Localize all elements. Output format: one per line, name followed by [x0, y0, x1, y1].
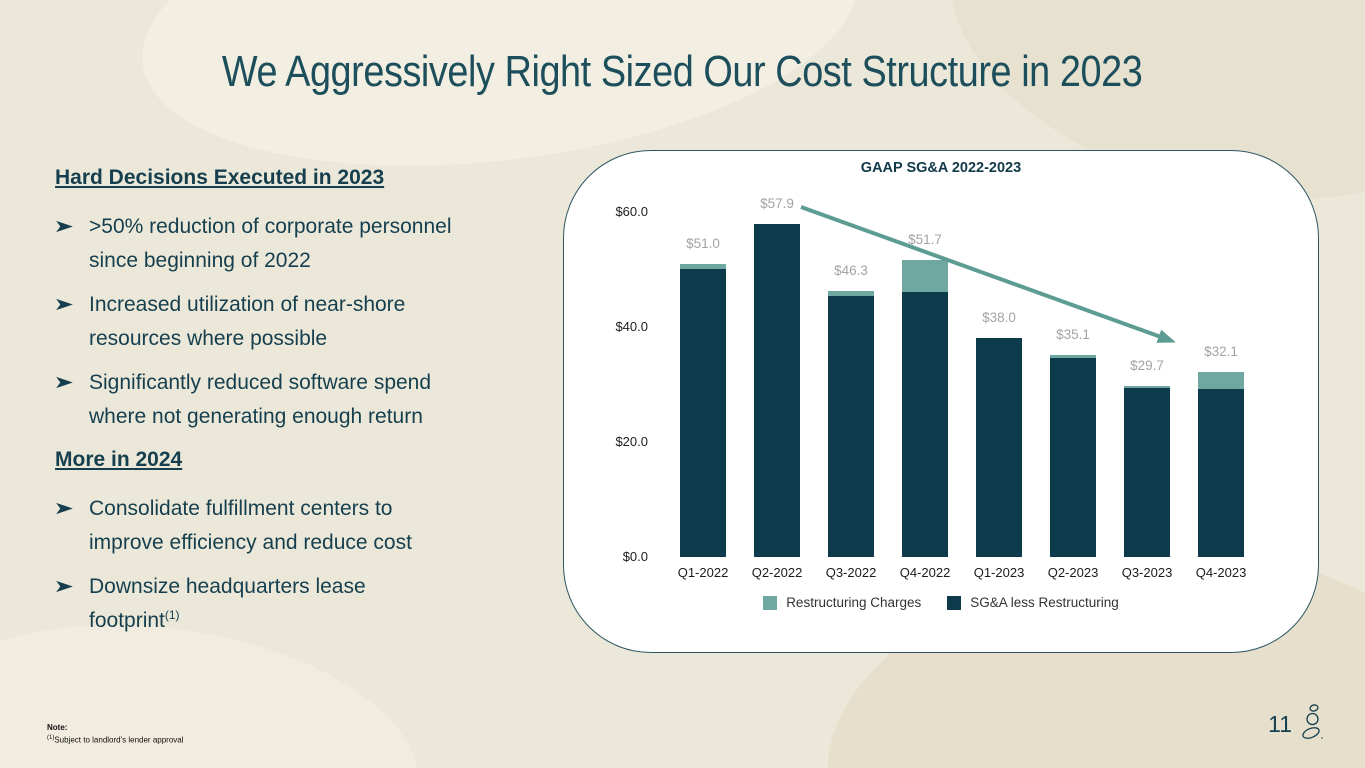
legend-label: SG&A less Restructuring [970, 595, 1119, 610]
bullet-item: Consolidate fulfillment centers to improv… [55, 492, 523, 560]
x-axis-tick-label: Q4-2023 [1195, 565, 1247, 580]
footnote-text: (1)Subject to landlord's lender approval [47, 735, 184, 745]
bar-Q1-2023 [976, 338, 1022, 557]
page-number: 11 [1268, 710, 1292, 737]
legend-entry: SG&A less Restructuring [947, 595, 1119, 610]
bullet-text: Consolidate fulfillment centers to improv… [89, 492, 412, 560]
y-axis-tick-label: $0.0 [622, 549, 648, 564]
legend-swatch-icon [763, 595, 778, 610]
bar-Q2-2023 [1050, 355, 1096, 557]
slide-title-text: We Aggressively Right Sized Our Cost Str… [222, 47, 1143, 97]
legend-swatch-icon [947, 595, 962, 610]
bullet-item: Downsize headquarters lease footprint(1) [55, 570, 523, 638]
bar-segment-restructuring [680, 264, 726, 269]
bullet-line: Downsize headquarters lease [89, 575, 366, 598]
bullet-text: Significantly reduced software spend wher… [89, 366, 431, 434]
footnote-label: Note: [47, 723, 68, 732]
bar-segment-restructuring [902, 260, 948, 292]
key-points-section: Hard Decisions Executed in 2023 >50% red… [55, 166, 523, 648]
bar-Q4-2022 [902, 260, 948, 557]
bar-segment-sga [680, 269, 726, 557]
bar-Q2-2022 [754, 224, 800, 557]
x-axis-tick-label: Q1-2023 [973, 565, 1025, 580]
bar-segment-sga [754, 224, 800, 557]
footnote: Note: (1)Subject to landlord's lender ap… [47, 723, 184, 746]
bullet-line: where not generating enough return [89, 405, 423, 428]
arrow-bullet-icon [55, 366, 89, 394]
bar-value-label: $46.3 [834, 263, 868, 278]
x-axis-tick-label: Q2-2023 [1047, 565, 1099, 580]
bullet-text: Increased utilization of near-shore resou… [89, 288, 405, 356]
bullet-line: since beginning of 2022 [89, 249, 311, 272]
bar-Q4-2023 [1198, 372, 1244, 557]
bar-value-label: $35.1 [1056, 327, 1090, 342]
arrow-bullet-icon [55, 288, 89, 316]
legend-entry: Restructuring Charges [763, 595, 921, 610]
bar-value-label: $38.0 [982, 310, 1016, 325]
bar-value-label: $57.9 [760, 196, 794, 211]
bullet-line: improve efficiency and reduce cost [89, 531, 412, 554]
bullet-line: >50% reduction of corporate personnel [89, 215, 452, 238]
bullet-line: resources where possible [89, 327, 328, 350]
bar-Q1-2022 [680, 264, 726, 557]
x-axis-tick-label: Q4-2022 [899, 565, 951, 580]
chart-legend: Restructuring Charges SG&A less Restructu… [564, 595, 1318, 610]
section-heading-hard-decisions: Hard Decisions Executed in 2023 [55, 166, 385, 189]
y-axis-tick-label: $20.0 [615, 434, 648, 449]
bullet-line: footprint(1) [89, 608, 180, 632]
slide-title: We Aggressively Right Sized Our Cost Str… [0, 47, 1365, 97]
x-axis-tick-label: Q3-2022 [825, 565, 877, 580]
y-axis-tick-label: $40.0 [615, 319, 648, 334]
bullet-line: Consolidate fulfillment centers to [89, 497, 393, 520]
bar-Q3-2023 [1124, 386, 1170, 557]
bullet-text: >50% reduction of corporate personnel sin… [89, 210, 452, 278]
bullet-item: Significantly reduced software spend wher… [55, 366, 523, 434]
arrow-bullet-icon [55, 570, 89, 598]
bar-segment-sga [1124, 388, 1170, 557]
bar-value-label: $32.1 [1204, 344, 1238, 359]
footer: 11 [1268, 702, 1327, 746]
bullet-list-2023: >50% reduction of corporate personnel sin… [55, 210, 523, 434]
bar-value-label: $51.7 [908, 232, 942, 247]
bullet-text: Downsize headquarters lease footprint(1) [89, 570, 366, 638]
bullet-line: Increased utilization of near-shore [89, 293, 406, 316]
legend-label: Restructuring Charges [786, 595, 922, 610]
bar-segment-restructuring [1198, 372, 1244, 389]
footnote-superscript: (1) [47, 735, 55, 741]
stacked-pebbles-logo-icon [1302, 704, 1323, 739]
bullet-item: Increased utilization of near-shore resou… [55, 288, 523, 356]
bar-segment-sga [976, 338, 1022, 557]
x-axis-tick-label: Q3-2023 [1121, 565, 1173, 580]
bar-chart: $60.0 $40.0 $20.0 $0.0 $51.0 Q1-2022 $57.9 Q2-2… [564, 151, 1318, 652]
x-axis-tick-label: Q1-2022 [677, 565, 729, 580]
bar-value-label: $29.7 [1130, 358, 1164, 373]
x-axis-tick-label: Q2-2022 [751, 565, 803, 580]
arrow-bullet-icon [55, 492, 89, 520]
arrow-bullet-icon [55, 210, 89, 238]
y-axis-tick-label: $60.0 [615, 204, 648, 219]
bar-segment-sga [902, 292, 948, 557]
section-heading-more-2024: More in 2024 [55, 448, 183, 471]
bullet-item: >50% reduction of corporate personnel sin… [55, 210, 523, 278]
bar-segment-restructuring [1124, 386, 1170, 388]
chart-title: GAAP SG&A 2022-2023 [860, 160, 1022, 176]
bar-value-label: $51.0 [686, 236, 720, 251]
chart-panel: GAAP SG&A 2022-2023 $60.0 $40.0 $20.0 $0.0 $… [563, 150, 1319, 653]
bullet-line: Significantly reduced software spend [89, 371, 432, 394]
bar-segment-sga [1050, 358, 1096, 557]
bullet-superscript: (1) [164, 608, 180, 622]
bar-segment-sga [828, 296, 874, 557]
bar-segment-sga [1198, 389, 1244, 557]
bullet-list-2024: Consolidate fulfillment centers to improv… [55, 492, 523, 638]
bar-segment-restructuring [1050, 355, 1096, 358]
bar-Q3-2022 [828, 291, 874, 557]
